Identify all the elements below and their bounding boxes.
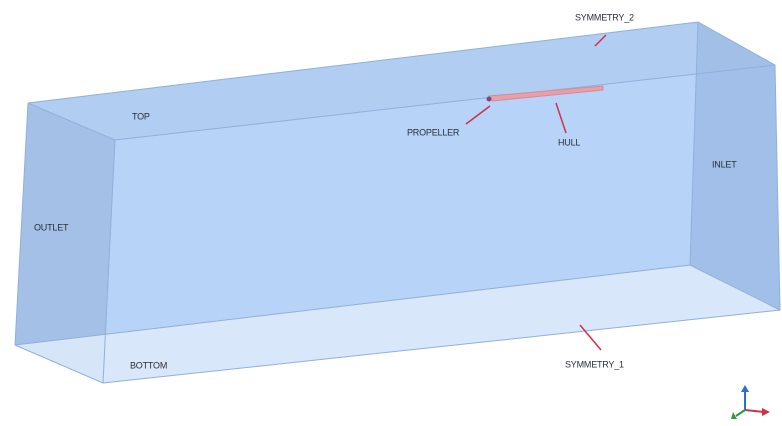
label-symmetry-1: SYMMETRY_1	[565, 359, 624, 369]
label-outlet: OUTLET	[34, 222, 69, 232]
label-hull: HULL	[558, 137, 580, 147]
label-top: TOP	[132, 111, 150, 121]
label-bottom: BOTTOM	[130, 360, 167, 370]
viewport: SYMMETRY_2 TOP PROPELLER HULL INLET OUTL…	[0, 0, 782, 421]
label-symmetry-2: SYMMETRY_2	[575, 12, 634, 22]
label-inlet: INLET	[712, 159, 737, 169]
label-propeller: PROPELLER	[407, 127, 460, 137]
axis-triad	[731, 385, 770, 419]
propeller-shape	[487, 97, 492, 102]
